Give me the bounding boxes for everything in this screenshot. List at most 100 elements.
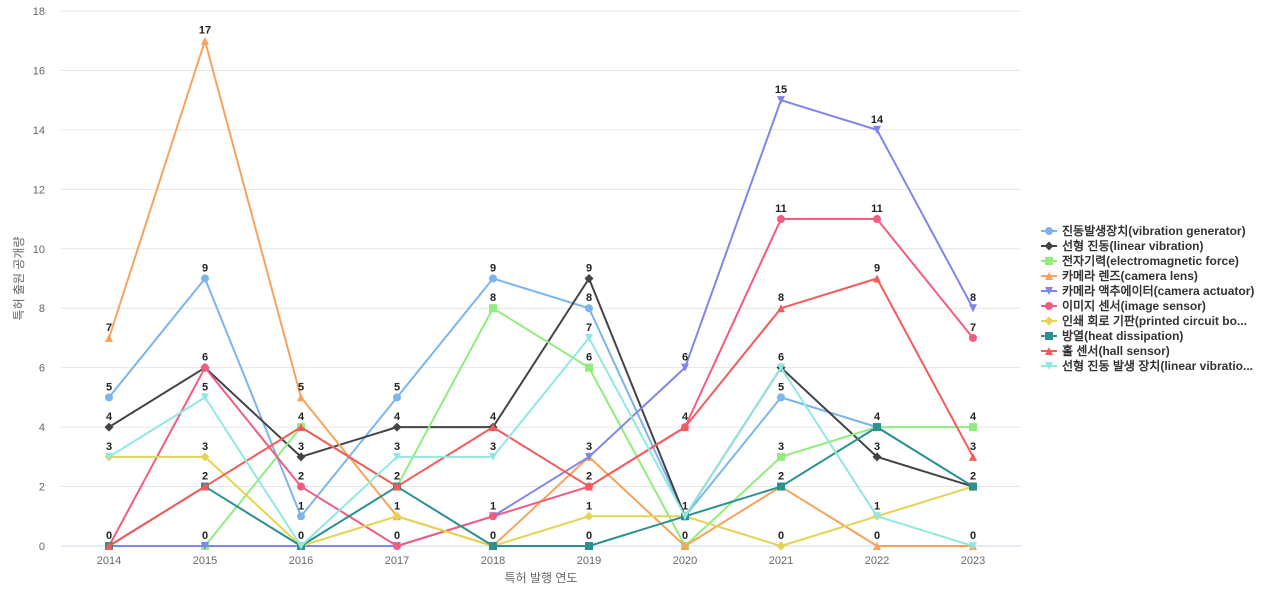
legend-item[interactable]: 카메라 렌즈(camera lens): [1041, 268, 1198, 283]
series-line: [108, 426, 974, 547]
data-point: [201, 393, 209, 402]
data-label: 3: [970, 441, 976, 453]
data-label: 11: [775, 203, 787, 215]
data-label: 9: [586, 263, 592, 275]
data-point: [681, 363, 689, 372]
legend-marker: [1045, 272, 1053, 280]
legend-item[interactable]: 인쇄 회로 기판(printed circuit bo...: [1041, 313, 1247, 328]
data-point: [200, 452, 210, 462]
data-label: 5: [778, 381, 784, 393]
data-label: 0: [106, 530, 112, 542]
data-point: [393, 393, 401, 402]
legend-label: 이미지 센서(image sensor): [1062, 298, 1206, 313]
data-label: 7: [106, 322, 112, 334]
legend-item[interactable]: 진동발생장치(vibration generator): [1041, 223, 1246, 238]
x-tick-label: 2023: [961, 555, 985, 567]
data-point: [393, 542, 401, 550]
data-point: [297, 482, 305, 491]
data-label: 6: [682, 352, 688, 364]
legend-label: 진동발생장치(vibration generator): [1062, 223, 1246, 238]
y-tick-label: 18: [33, 6, 45, 18]
data-point: [969, 304, 977, 313]
data-label: 3: [202, 441, 208, 453]
data-label: 4: [490, 411, 497, 423]
data-label: 4: [970, 411, 977, 423]
y-tick-label: 4: [39, 422, 45, 434]
legend-item[interactable]: 선형 진동(linear vibration): [1041, 238, 1204, 253]
y-tick-label: 6: [39, 363, 45, 375]
data-label: 1: [586, 500, 592, 512]
legend-item[interactable]: 선형 진동 발생 장치(linear vibratio...: [1041, 358, 1253, 373]
data-point: [105, 542, 113, 550]
legend-marker: [1045, 257, 1053, 265]
data-point: [969, 482, 977, 491]
data-point: [585, 333, 593, 342]
legend-item[interactable]: 이미지 센서(image sensor): [1041, 298, 1206, 313]
data-label: 8: [490, 292, 496, 304]
data-point: [393, 452, 401, 461]
y-tick-label: 12: [33, 184, 45, 196]
data-point: [392, 511, 402, 521]
data-label: 1: [874, 500, 880, 512]
data-label: 5: [106, 381, 112, 393]
legend-item[interactable]: 카메라 액추에이터(camera actuator): [1041, 283, 1254, 298]
legend-label: 전자기력(electromagnetic force): [1062, 253, 1239, 268]
data-label: 9: [490, 263, 496, 275]
data-label: 3: [490, 441, 496, 453]
data-label: 3: [778, 441, 784, 453]
data-point: [873, 215, 881, 224]
data-label: 5: [298, 381, 304, 393]
x-tick-label: 2017: [385, 555, 409, 567]
x-tick-label: 2014: [97, 555, 121, 567]
data-label: 4: [874, 411, 881, 423]
legend-item[interactable]: 방열(heat dissipation): [1041, 328, 1183, 343]
data-point: [489, 452, 497, 461]
data-point: [777, 452, 785, 461]
y-axis-ticks: 0 2 4 6 8 10 12 14 16 18: [33, 6, 45, 553]
data-label: 2: [970, 471, 976, 483]
legend-label: 홀 센서(hall sensor): [1062, 343, 1170, 358]
data-label: 0: [394, 530, 400, 542]
data-label: 3: [394, 441, 400, 453]
x-tick-label: 2021: [769, 555, 793, 567]
data-point: [872, 452, 882, 462]
data-label: 0: [586, 530, 592, 542]
data-point: [585, 452, 593, 461]
data-label: 4: [682, 411, 689, 423]
data-point: [297, 512, 305, 521]
series-10: [105, 333, 977, 550]
legend-label: 카메라 렌즈(camera lens): [1062, 268, 1198, 283]
data-label: 4: [298, 411, 305, 423]
data-point: [201, 36, 209, 45]
series-line: [109, 99, 974, 547]
data-label: 1: [682, 500, 688, 512]
data-label: 6: [778, 352, 784, 364]
data-point: [201, 274, 209, 283]
data-point: [201, 542, 209, 550]
data-label: 7: [970, 322, 976, 334]
data-label: 2: [202, 471, 208, 483]
data-point: [873, 542, 881, 550]
data-label: 5: [394, 381, 400, 393]
data-point: [681, 542, 689, 550]
data-point: [584, 274, 594, 283]
data-label: 7: [586, 322, 592, 334]
legend-marker: [1045, 347, 1053, 355]
series-lines: [104, 36, 978, 551]
legend-item[interactable]: 전자기력(electromagnetic force): [1041, 253, 1239, 268]
legend-marker: [1045, 332, 1053, 340]
x-tick-label: 2016: [289, 555, 313, 567]
data-label: 3: [586, 441, 592, 453]
data-point: [104, 422, 114, 432]
legend-marker: [1044, 241, 1054, 251]
data-point: [105, 393, 113, 402]
x-axis-ticks: 2014 2015 2016 2017 2018 2019 2020 2021 2022 2023: [97, 555, 985, 567]
series-line: [108, 218, 974, 547]
data-point: [777, 304, 785, 313]
data-point: [777, 393, 785, 402]
data-point: [777, 96, 785, 105]
data-label: 2: [298, 471, 304, 483]
legend-item[interactable]: 홀 센서(hall sensor): [1041, 343, 1170, 358]
